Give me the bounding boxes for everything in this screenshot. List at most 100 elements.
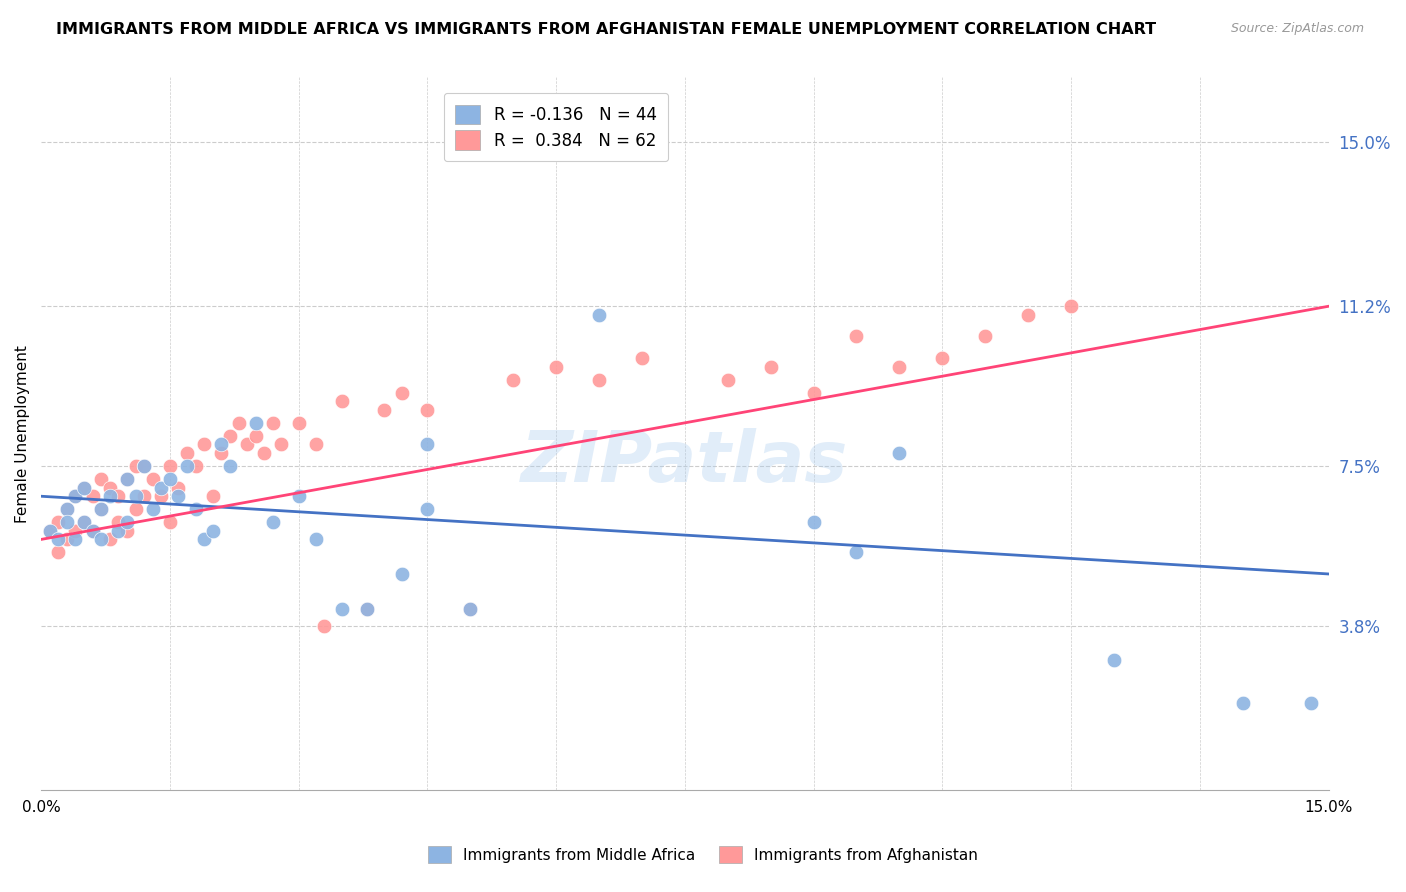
- Point: [262, 416, 284, 430]
- Point: [305, 437, 328, 451]
- Text: Source: ZipAtlas.com: Source: ZipAtlas.com: [1230, 22, 1364, 36]
- Point: [416, 502, 439, 516]
- Point: [889, 359, 911, 374]
- Point: [98, 489, 121, 503]
- Point: [90, 502, 112, 516]
- Point: [65, 489, 87, 503]
- Point: [98, 481, 121, 495]
- Point: [201, 524, 224, 538]
- Point: [159, 472, 181, 486]
- Point: [1017, 308, 1039, 322]
- Point: [373, 403, 395, 417]
- Point: [107, 515, 129, 529]
- Point: [305, 533, 328, 547]
- Point: [107, 524, 129, 538]
- Text: ZIPatlas: ZIPatlas: [522, 427, 848, 497]
- Point: [184, 502, 207, 516]
- Point: [167, 489, 190, 503]
- Point: [803, 515, 825, 529]
- Point: [132, 458, 155, 473]
- Point: [65, 533, 87, 547]
- Point: [314, 619, 336, 633]
- Point: [588, 308, 610, 322]
- Point: [236, 437, 259, 451]
- Point: [502, 373, 524, 387]
- Point: [245, 416, 267, 430]
- Point: [132, 458, 155, 473]
- Point: [416, 437, 439, 451]
- Point: [631, 351, 654, 365]
- Point: [82, 524, 104, 538]
- Point: [1060, 299, 1083, 313]
- Point: [132, 489, 155, 503]
- Point: [150, 481, 173, 495]
- Point: [262, 515, 284, 529]
- Point: [889, 446, 911, 460]
- Point: [209, 446, 232, 460]
- Point: [90, 533, 112, 547]
- Y-axis label: Female Unemployment: Female Unemployment: [15, 344, 30, 523]
- Point: [287, 416, 309, 430]
- Point: [38, 524, 60, 538]
- Point: [115, 472, 138, 486]
- Point: [98, 533, 121, 547]
- Point: [150, 489, 173, 503]
- Point: [38, 524, 60, 538]
- Point: [46, 515, 69, 529]
- Point: [228, 416, 250, 430]
- Point: [193, 437, 215, 451]
- Point: [201, 489, 224, 503]
- Point: [56, 502, 79, 516]
- Point: [56, 533, 79, 547]
- Point: [356, 601, 378, 615]
- Point: [458, 601, 481, 615]
- Point: [159, 515, 181, 529]
- Point: [107, 489, 129, 503]
- Point: [193, 533, 215, 547]
- Point: [65, 524, 87, 538]
- Point: [90, 472, 112, 486]
- Point: [391, 385, 413, 400]
- Point: [391, 566, 413, 581]
- Point: [73, 481, 96, 495]
- Point: [219, 429, 242, 443]
- Point: [73, 515, 96, 529]
- Point: [142, 472, 165, 486]
- Point: [1301, 697, 1323, 711]
- Point: [219, 458, 242, 473]
- Point: [845, 329, 868, 343]
- Point: [176, 446, 198, 460]
- Point: [90, 502, 112, 516]
- Point: [974, 329, 997, 343]
- Point: [124, 489, 146, 503]
- Point: [270, 437, 292, 451]
- Point: [253, 446, 276, 460]
- Point: [287, 489, 309, 503]
- Point: [1232, 697, 1254, 711]
- Point: [717, 373, 740, 387]
- Point: [458, 601, 481, 615]
- Point: [46, 545, 69, 559]
- Point: [176, 458, 198, 473]
- Point: [184, 458, 207, 473]
- Point: [245, 429, 267, 443]
- Point: [759, 359, 782, 374]
- Point: [73, 515, 96, 529]
- Text: IMMIGRANTS FROM MIDDLE AFRICA VS IMMIGRANTS FROM AFGHANISTAN FEMALE UNEMPLOYMENT: IMMIGRANTS FROM MIDDLE AFRICA VS IMMIGRA…: [56, 22, 1156, 37]
- Point: [546, 359, 568, 374]
- Point: [46, 533, 69, 547]
- Point: [330, 601, 353, 615]
- Point: [1102, 653, 1125, 667]
- Point: [124, 458, 146, 473]
- Legend: R = -0.136   N = 44, R =  0.384   N = 62: R = -0.136 N = 44, R = 0.384 N = 62: [444, 93, 668, 161]
- Point: [65, 489, 87, 503]
- Point: [209, 437, 232, 451]
- Point: [115, 515, 138, 529]
- Legend: Immigrants from Middle Africa, Immigrants from Afghanistan: Immigrants from Middle Africa, Immigrant…: [420, 838, 986, 871]
- Point: [931, 351, 953, 365]
- Point: [803, 385, 825, 400]
- Point: [73, 481, 96, 495]
- Point: [82, 489, 104, 503]
- Point: [845, 545, 868, 559]
- Point: [56, 502, 79, 516]
